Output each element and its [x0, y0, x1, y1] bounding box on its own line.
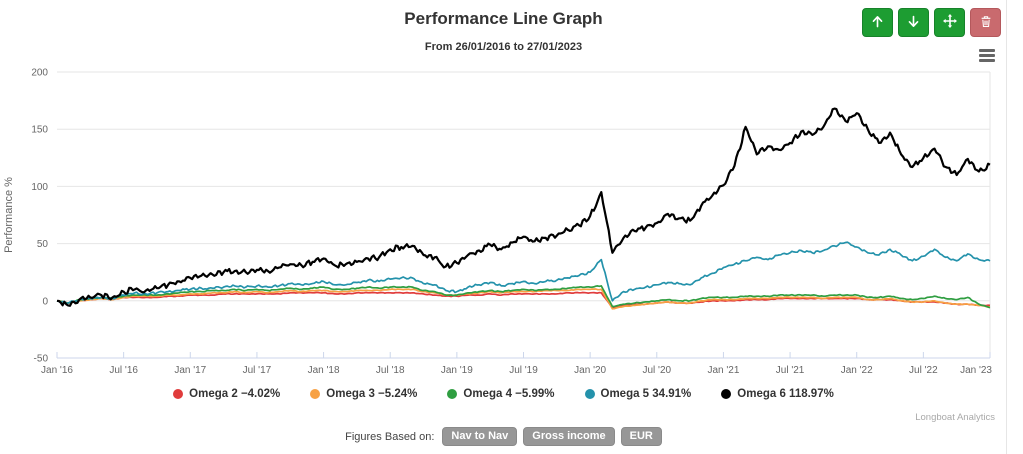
delete-button[interactable]	[970, 8, 1001, 37]
legend-item-omega-6[interactable]: Omega 6 118.97%	[721, 388, 834, 400]
badge-nav-to-nav: Nav to Nav	[442, 427, 518, 446]
legend-label: Omega 3 −5.24%	[326, 388, 418, 400]
performance-line-chart: -50 0 50 100 150 200 Jan '16 Jul '16 Jan '17 Jul …	[3, 68, 992, 377]
x-tick-label: Jan '17	[174, 365, 206, 376]
chart-title: Performance Line Graph	[404, 9, 603, 28]
x-tick-label: Jan '16	[41, 365, 73, 376]
panel-right-border	[1006, 0, 1007, 454]
y-tick-label: 200	[31, 68, 48, 79]
x-tick-label: Jul '19	[509, 365, 538, 376]
legend-label: Omega 2 −4.02%	[189, 388, 281, 400]
legend-item-omega-3[interactable]: Omega 3 −5.24%	[310, 388, 417, 400]
x-tick-label: Jan '22	[841, 365, 873, 376]
x-tick-label: Jan '20	[574, 365, 606, 376]
watermark: Longboat Analytics	[915, 412, 995, 423]
move-icon	[942, 13, 958, 32]
legend-marker-icon	[173, 389, 184, 399]
x-tick-label: Jul '20	[642, 365, 671, 376]
drag-move-button[interactable]	[934, 8, 965, 37]
legend-item-omega-5[interactable]: Omega 5 34.91%	[584, 388, 692, 400]
chart-subtitle: From 26/01/2016 to 27/01/2023	[424, 41, 583, 53]
legend-item-omega-4[interactable]: Omega 4 −5.99%	[447, 388, 555, 400]
series-line-omega-4	[56, 285, 991, 309]
x-tick-label: Jul '17	[243, 365, 272, 376]
hamburger-icon[interactable]	[979, 49, 995, 62]
y-tick-label: 100	[31, 182, 48, 193]
figures-based-on-label: Figures Based on:	[345, 430, 435, 443]
badge-eur: EUR	[620, 427, 662, 446]
y-axis-title: Performance %	[3, 177, 15, 253]
legend-label: Omega 4 −5.99%	[463, 388, 555, 400]
y-tick-label: 50	[37, 239, 49, 250]
badge-gross-income: Gross income	[523, 427, 615, 446]
series-line-omega-2	[57, 291, 991, 309]
move-down-button[interactable]	[898, 8, 929, 37]
series-line-omega-3	[56, 288, 990, 310]
x-tick-label: Jan '18	[308, 365, 340, 376]
legend-label: Omega 6 118.97%	[737, 388, 834, 400]
x-tick-label: Jul '22	[909, 365, 938, 376]
legend-marker-icon	[584, 389, 595, 399]
series-line-omega-6	[56, 107, 991, 307]
chart-legend: Omega 2 −4.02% Omega 3 −5.24% Omega 4 −5.9…	[0, 388, 1007, 400]
legend-item-omega-2[interactable]: Omega 2 −4.02%	[173, 388, 280, 400]
legend-marker-icon	[721, 389, 732, 399]
legend-label: Omega 5 34.91%	[600, 388, 692, 400]
x-tick-label: Jul '18	[376, 365, 405, 376]
legend-marker-icon	[310, 389, 321, 399]
arrow-down-icon	[906, 14, 921, 32]
y-tick-label: 150	[31, 125, 48, 136]
figures-based-on-row: Figures Based on: Nav to Nav Gross income…	[0, 427, 1007, 446]
series-line-omega-5	[56, 241, 991, 305]
x-tick-label: Jan '23	[960, 365, 992, 376]
y-tick-label: -50	[34, 354, 49, 365]
trash-icon	[979, 14, 993, 32]
y-tick-label: 0	[42, 296, 48, 307]
x-tick-label: Jan '19	[441, 365, 473, 376]
x-tick-label: Jul '16	[109, 365, 138, 376]
legend-marker-icon	[447, 389, 458, 399]
x-tick-label: Jul '21	[776, 365, 805, 376]
arrow-up-icon	[870, 14, 885, 32]
toolbar	[862, 8, 1001, 37]
move-up-button[interactable]	[862, 8, 893, 37]
x-tick-label: Jan '21	[707, 365, 739, 376]
